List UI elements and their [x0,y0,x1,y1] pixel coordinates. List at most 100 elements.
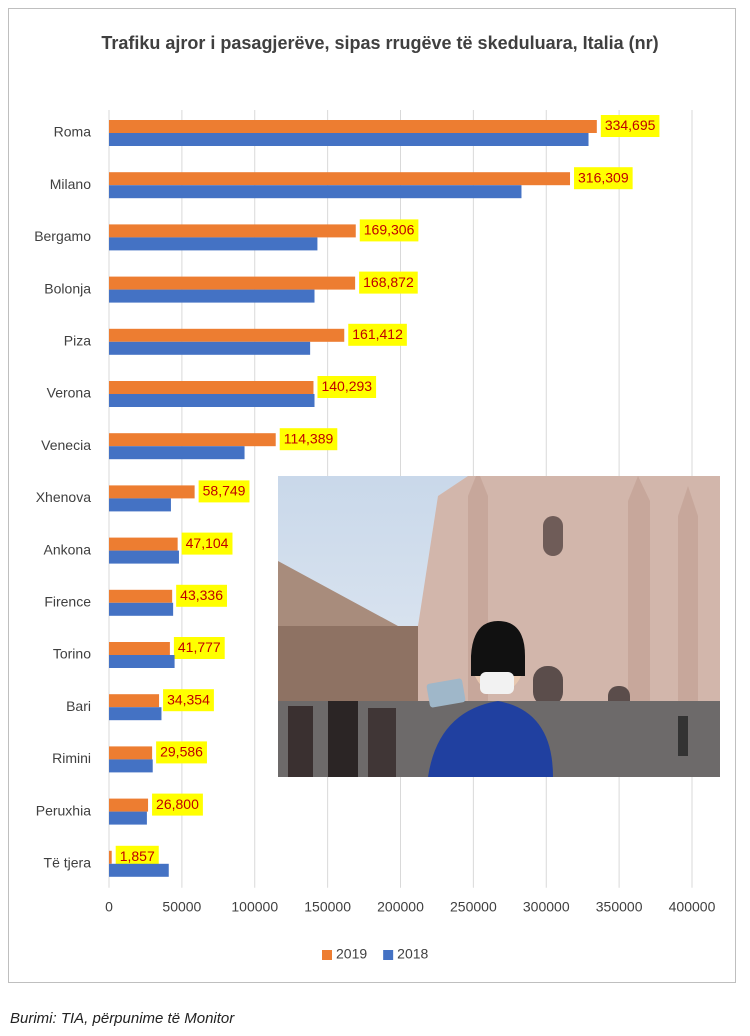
bar [109,289,315,303]
chart: 0 50000 100000 150000 200000 250000 300000 3500… [34,110,716,962]
y-tick-label: Verona [47,385,92,401]
data-label-box [359,271,418,294]
bar [109,485,195,499]
y-tick-label: Bergamo [34,228,91,244]
y-tick-label: Milano [50,176,91,192]
bar [109,237,318,251]
data-label-box [115,845,159,868]
data-label-box [181,532,233,555]
data-label-group: 41,777 [173,637,225,659]
bar [109,589,173,603]
legend-swatch [383,950,394,960]
data-label-group: 168,872 [359,271,418,294]
data-label-group: 114,389 [279,428,338,451]
data-label: 58,749 [203,483,246,499]
y-tick-label: Roma [54,124,92,140]
data-label-box [173,637,225,659]
bar [109,381,314,394]
y-tick-label: Peruxhia [36,802,91,818]
bar [109,746,153,760]
y-tick-label: Të tjera [44,855,92,871]
data-label-box [176,584,227,607]
data-label-group: 43,336 [176,584,227,607]
bar [109,133,589,146]
bar [109,602,174,616]
data-label-box [600,115,660,137]
bar [109,694,160,708]
data-label: 161,412 [352,326,403,342]
data-label-box [152,793,203,816]
legend-label: 2018 [397,946,428,962]
y-tick-label: Ankona [44,541,92,557]
data-label: 168,872 [363,274,414,290]
bar [109,185,522,199]
data-label-group: 47,104 [181,532,233,555]
data-label-group: 169,306 [359,219,419,242]
y-tick-label: Xhenova [36,489,91,505]
y-tick-label: Piza [64,333,91,349]
data-label: 26,800 [156,796,199,812]
bar [109,276,356,290]
bar [109,798,149,812]
y-tick-label: Firence [44,594,91,610]
x-tick-label: 50000 [162,899,201,915]
x-tick-label: 350000 [596,899,643,915]
y-tick-label: Venecia [41,437,91,453]
x-tick-label: 250000 [450,899,497,915]
legend-label: 2019 [336,946,367,962]
bar [109,811,147,825]
bar [109,550,179,564]
data-label-box [156,741,207,764]
data-label: 29,586 [160,744,203,760]
x-tick-label: 0 [105,899,113,915]
data-label-box [279,428,338,451]
bar [109,172,571,186]
photo [278,476,720,777]
data-label: 34,354 [167,691,210,707]
data-label-group: 140,293 [317,376,377,398]
data-label: 47,104 [186,535,229,551]
x-tick-label: 300000 [523,899,570,915]
data-label-box [163,689,214,712]
data-label-box [359,219,419,242]
bar [109,446,245,460]
bar [109,707,162,721]
bar [109,850,112,864]
bar [109,120,597,133]
source-note: Burimi: TIA, përpunime të Monitor [10,1010,235,1027]
bar [109,433,276,447]
data-label-box [348,323,407,346]
bar [109,328,345,342]
data-label-group: 161,412 [348,323,407,346]
x-tick-label: 400000 [669,899,716,915]
x-tick-label: 200000 [377,899,424,915]
bar [109,394,315,407]
data-label: 169,306 [364,222,415,238]
bar [109,642,170,655]
bar [109,537,178,551]
data-label-box [574,167,633,190]
chart-frame [8,8,736,983]
data-label-group: 316,309 [574,167,633,190]
data-label: 1,857 [120,848,155,864]
y-tick-label: Bari [66,698,91,714]
chart-title: Trafiku ajror i pasagjerëve, sipas rrugë… [101,33,659,53]
data-label: 114,389 [284,430,334,446]
bar [109,498,171,512]
bar [109,655,175,668]
data-label-group: 1,857 [115,845,159,868]
data-label-box [198,480,250,503]
legend-swatch [322,950,332,960]
data-label-group: 58,749 [198,480,250,503]
data-label: 334,695 [605,117,656,133]
data-label-group: 26,800 [152,793,203,816]
data-label-group: 34,354 [163,689,214,712]
data-label: 140,293 [321,378,372,394]
data-label: 41,777 [178,639,221,655]
data-label-group: 29,586 [156,741,207,764]
bar [109,863,169,877]
bar [109,224,356,238]
data-label-box [317,376,377,398]
bar [109,341,311,355]
